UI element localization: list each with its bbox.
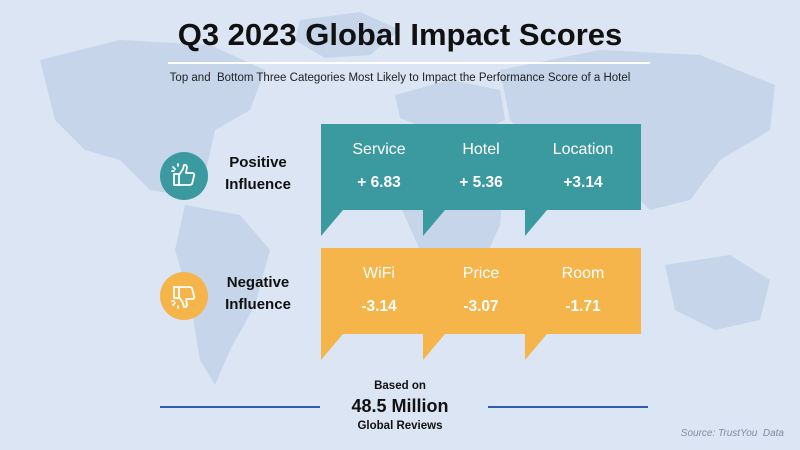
card-name: Room [561, 265, 605, 282]
title-underline [168, 62, 650, 64]
positive-badge [160, 152, 208, 200]
positive-card-hotel: Hotel + 5.36 [423, 124, 539, 236]
negative-badge [160, 272, 208, 320]
positive-label-line1: Positive [229, 154, 287, 171]
page-title: Q3 2023 Global Impact Scores [177, 17, 623, 52]
negative-label: Negative Influence [198, 272, 318, 316]
footer-based-on: Based on [374, 380, 426, 392]
card-name: Hotel [462, 141, 500, 158]
positive-label-line2: Influence [225, 176, 291, 193]
positive-card-location: Location +3.14 [525, 124, 641, 236]
thumbs-up-icon [171, 163, 196, 186]
speech-bubble-shape [423, 248, 539, 360]
card-value: -3.07 [463, 298, 499, 315]
card-name: Service [352, 141, 406, 158]
speech-bubble-shape [321, 248, 437, 360]
negative-label-line2: Influence [225, 296, 291, 313]
footer-line-left [160, 406, 320, 408]
card-name: WiFi [363, 265, 395, 282]
thumbs-down-icon [171, 286, 196, 309]
negative-card-room: Room -1.71 [525, 248, 641, 360]
negative-label-line1: Negative [226, 274, 290, 291]
card-name: Location [552, 141, 614, 158]
positive-card-service: Service + 6.83 [321, 124, 437, 236]
page-subtitle: Top and Bottom Three Categories Most Lik… [169, 72, 631, 84]
negative-card-wifi: WiFi -3.14 [321, 248, 437, 360]
speech-bubble-shape [321, 124, 437, 236]
card-value: + 6.83 [357, 174, 401, 191]
source-note: Source: TrustYou Data [680, 428, 784, 439]
speech-bubble-shape [423, 124, 539, 236]
card-value: + 5.36 [459, 174, 503, 191]
speech-bubble-shape [525, 248, 641, 360]
positive-label: Positive Influence [198, 152, 318, 196]
footer-review-count: 48.5 Million [351, 396, 449, 416]
card-value: +3.14 [563, 174, 603, 191]
footer-line-right [488, 406, 648, 408]
card-value: -3.14 [361, 298, 397, 315]
negative-card-price: Price -3.07 [423, 248, 539, 360]
card-name: Price [462, 265, 500, 282]
speech-bubble-shape [525, 124, 641, 236]
footer-global-reviews: Global Reviews [357, 420, 443, 432]
card-value: -1.71 [565, 298, 601, 315]
